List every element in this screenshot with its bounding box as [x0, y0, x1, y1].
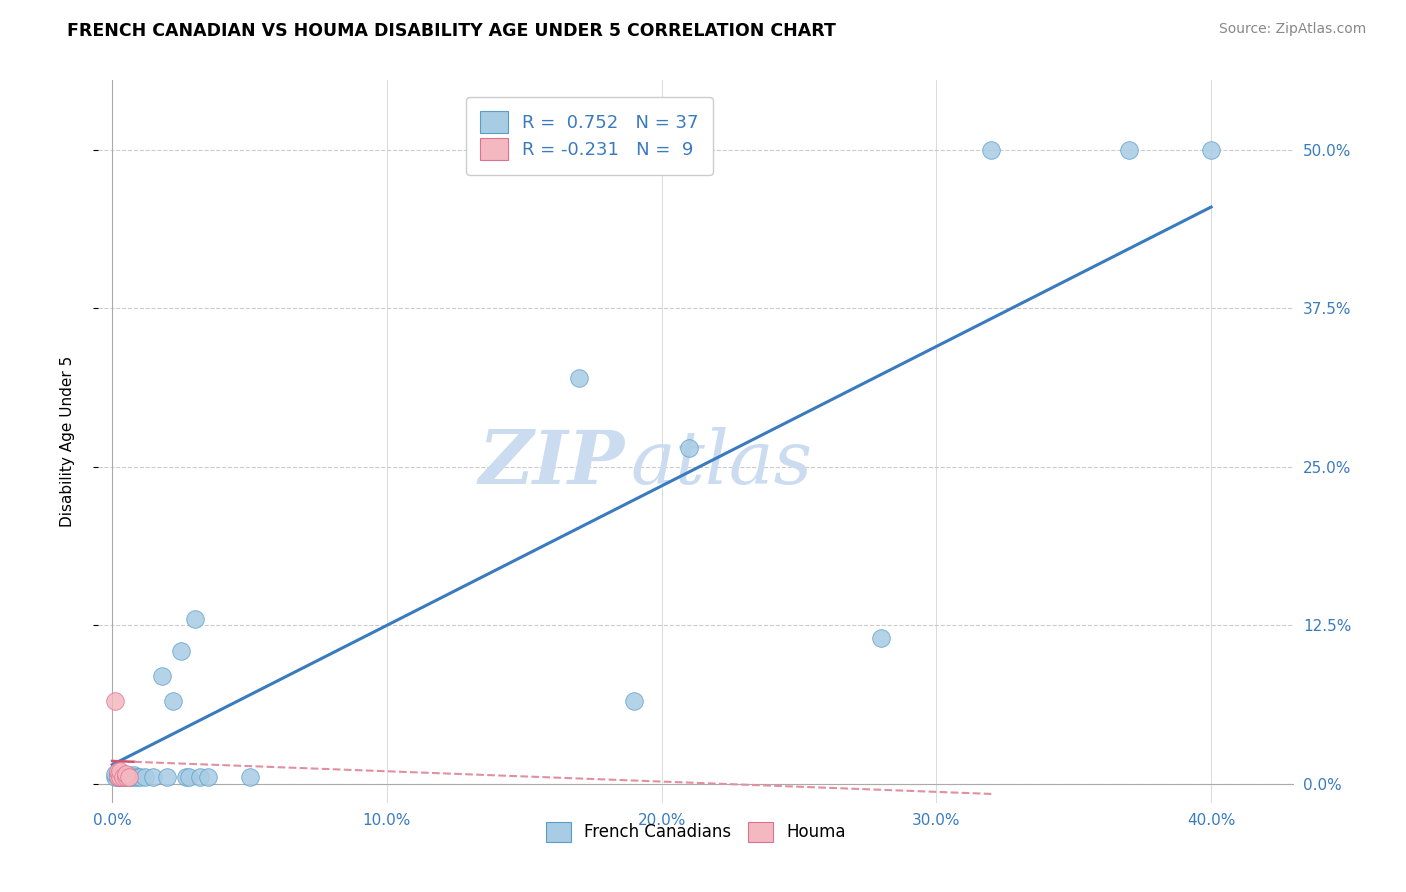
Point	[104, 694, 127, 708]
Y-axis label: Disability Age Under 5: Disability Age Under 5	[60, 356, 75, 527]
Text: FRENCH CANADIAN VS HOUMA DISABILITY AGE UNDER 5 CORRELATION CHART: FRENCH CANADIAN VS HOUMA DISABILITY AGE …	[67, 22, 837, 40]
Point	[117, 771, 139, 785]
Point	[112, 771, 135, 785]
Point	[197, 771, 219, 785]
Point	[134, 771, 156, 785]
Point	[104, 766, 127, 780]
Point	[110, 771, 132, 785]
Point	[177, 771, 200, 785]
Point	[122, 768, 145, 782]
Point	[125, 771, 148, 785]
Point	[115, 768, 138, 782]
Text: Source: ZipAtlas.com: Source: ZipAtlas.com	[1219, 22, 1367, 37]
Point	[568, 371, 591, 385]
Point	[183, 612, 205, 626]
Point	[120, 771, 142, 785]
Point	[678, 441, 700, 455]
Point	[112, 771, 135, 785]
Point	[117, 768, 139, 782]
Point	[110, 768, 132, 782]
Point	[107, 766, 129, 780]
Point	[107, 771, 129, 785]
Point	[104, 771, 127, 785]
Point	[176, 771, 198, 785]
Point	[115, 771, 138, 785]
Point	[110, 771, 132, 785]
Point	[122, 771, 145, 785]
Point	[115, 766, 138, 780]
Point	[1118, 143, 1140, 157]
Point	[112, 766, 135, 780]
Point	[870, 631, 893, 645]
Point	[142, 771, 165, 785]
Point	[117, 771, 139, 785]
Point	[1199, 143, 1222, 157]
Point	[238, 771, 260, 785]
Point	[623, 694, 645, 708]
Point	[156, 771, 179, 785]
Point	[110, 771, 132, 785]
Point	[110, 764, 132, 778]
Point	[107, 771, 129, 785]
Point	[162, 694, 184, 708]
Point	[150, 669, 173, 683]
Text: atlas: atlas	[630, 427, 813, 500]
Text: ZIP: ZIP	[478, 427, 624, 500]
Point	[128, 771, 150, 785]
Legend: French Canadians, Houma: French Canadians, Houma	[540, 815, 852, 848]
Point	[980, 143, 1002, 157]
Point	[170, 643, 193, 657]
Point	[188, 771, 211, 785]
Point	[107, 764, 129, 778]
Point	[115, 771, 138, 785]
